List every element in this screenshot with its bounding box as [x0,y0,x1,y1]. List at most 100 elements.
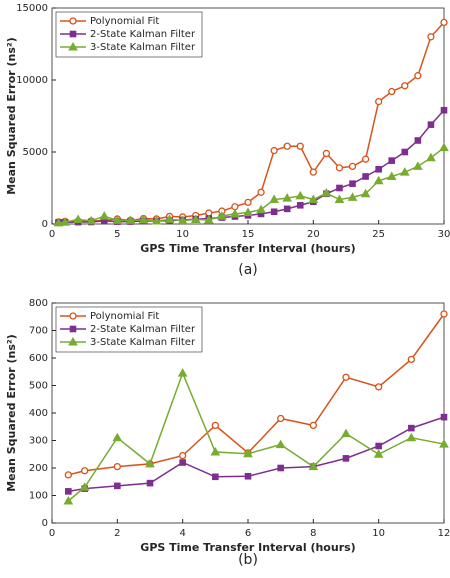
marker [348,162,357,171]
y-axis-title: Mean Squared Error (ns²) [5,334,18,492]
marker [408,424,415,432]
marker [407,355,415,364]
x-tick-label: 5 [114,229,120,240]
marker [73,214,83,224]
marker [347,192,358,201]
marker [336,184,343,192]
marker [244,472,252,480]
y-tick-label: 800 [29,298,48,309]
marker [217,211,227,220]
legend-label: 2-State Kalman Filter [90,29,196,40]
caption: (a) [238,262,258,278]
marker [112,215,123,224]
marker [308,461,319,471]
x-tick-label: 8 [310,528,316,539]
x-tick-label: 12 [438,528,450,539]
y-tick-label: 400 [29,408,48,419]
legend-marker [69,325,77,333]
marker [210,447,221,456]
y-tick-label: 300 [29,436,48,447]
marker [440,413,448,421]
marker [296,142,304,150]
x-tick-label: 2 [114,528,120,539]
y-tick-label: 700 [29,326,48,337]
marker [406,432,417,442]
marker [375,97,383,106]
marker [386,171,397,180]
legend-marker [69,312,77,320]
caption: (b) [238,552,258,568]
marker [401,82,409,90]
legend-label: 2-State Kalman Filter [90,324,196,335]
marker [296,201,304,209]
marker [179,451,187,460]
marker [275,439,286,449]
marker [79,482,90,491]
y-tick-label: 0 [42,219,48,230]
marker [81,467,89,475]
y-tick-label: 15000 [16,3,48,14]
marker [375,383,383,391]
marker [270,146,278,155]
marker [399,167,410,176]
marker [244,198,252,207]
marker [342,373,350,381]
marker [322,149,331,158]
marker [360,188,371,198]
legend-marker [69,17,77,25]
marker [349,180,356,187]
x-tick-label: 10 [176,229,189,240]
marker [151,216,162,225]
marker [277,414,285,423]
marker [177,215,188,224]
y-tick-label: 200 [29,463,48,474]
legend-label: 3-State Kalman Filter [90,42,196,53]
marker [414,137,422,144]
legend-marker [68,336,78,346]
x-tick-label: 10 [372,528,385,539]
marker [373,175,384,185]
marker [283,205,291,213]
y-tick-label: 600 [29,353,48,364]
x-axis-title: GPS Time Transfer Interval (hours) [140,541,355,554]
marker [146,479,154,487]
marker [373,449,384,458]
marker [99,211,110,220]
y-axis-title: Mean Squared Error (ns²) [5,37,18,195]
marker [63,495,74,505]
marker [342,455,350,462]
marker [362,173,369,180]
marker [283,142,291,150]
marker [309,421,317,430]
marker [309,168,317,176]
marker [439,142,449,152]
legend-label: Polynomial Fit [90,311,159,322]
marker [401,148,409,156]
marker [308,194,319,204]
marker [60,217,70,226]
y-tick-label: 10000 [16,75,48,86]
marker [243,207,253,216]
x-tick-label: 6 [245,528,251,539]
x-axis-title: GPS Time Transfer Interval (hours) [140,242,355,255]
marker [388,157,396,164]
marker [282,193,293,202]
marker [114,482,121,490]
marker [335,164,344,172]
marker [125,215,136,224]
legend-marker [68,41,78,51]
marker [203,214,214,224]
marker [295,190,306,200]
marker [53,217,64,227]
marker [145,458,155,468]
marker [426,152,436,162]
x-tick-label: 4 [179,528,185,539]
x-tick-label: 0 [49,528,55,539]
marker [211,421,219,430]
legend-label: Polynomial Fit [90,16,159,27]
marker [256,204,266,214]
marker [177,368,188,377]
x-tick-label: 15 [242,229,255,240]
marker [414,72,422,80]
